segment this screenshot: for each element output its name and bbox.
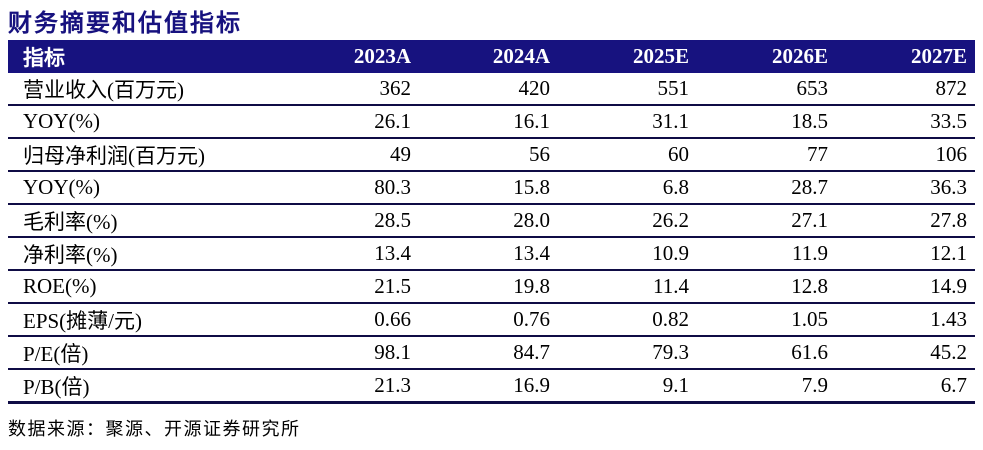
table-row: ROE(%) 21.5 19.8 11.4 12.8 14.9	[8, 270, 975, 304]
value-cell: 28.0	[419, 204, 558, 238]
value-cell: 28.7	[697, 171, 836, 205]
value-cell: 13.4	[419, 237, 558, 271]
row-label: 净利率(%)	[8, 237, 280, 271]
table-row: YOY(%) 26.1 16.1 31.1 18.5 33.5	[8, 105, 975, 139]
row-label: EPS(摊薄/元)	[8, 303, 280, 337]
row-label: YOY(%)	[8, 105, 280, 139]
value-cell: 11.4	[558, 270, 697, 304]
source-note: 数据来源：聚源、开源证券研究所	[8, 419, 301, 439]
table-row: EPS(摊薄/元) 0.66 0.76 0.82 1.05 1.43	[8, 303, 975, 337]
table-row: 归母净利润(百万元) 49 56 60 77 106	[8, 138, 975, 172]
value-cell: 12.8	[697, 270, 836, 304]
value-cell: 11.9	[697, 237, 836, 271]
value-cell: 6.8	[558, 171, 697, 205]
table-header-row: 指标 2023A 2024A 2025E 2026E 2027E	[8, 40, 975, 73]
value-cell: 77	[697, 138, 836, 172]
value-cell: 7.9	[697, 369, 836, 404]
row-label: P/E(倍)	[8, 336, 280, 370]
table-row: 毛利率(%) 28.5 28.0 26.2 27.1 27.8	[8, 204, 975, 238]
header-cell-2027e: 2027E	[836, 40, 975, 73]
value-cell: 33.5	[836, 105, 975, 139]
value-cell: 1.43	[836, 303, 975, 337]
value-cell: 31.1	[558, 105, 697, 139]
value-cell: 36.3	[836, 171, 975, 205]
value-cell: 56	[419, 138, 558, 172]
value-cell: 1.05	[697, 303, 836, 337]
value-cell: 12.1	[836, 237, 975, 271]
value-cell: 10.9	[558, 237, 697, 271]
row-label: YOY(%)	[8, 171, 280, 205]
value-cell: 14.9	[836, 270, 975, 304]
value-cell: 16.1	[419, 105, 558, 139]
row-label: P/B(倍)	[8, 369, 280, 404]
value-cell: 21.5	[280, 270, 419, 304]
value-cell: 98.1	[280, 336, 419, 370]
value-cell: 0.82	[558, 303, 697, 337]
value-cell: 28.5	[280, 204, 419, 238]
value-cell: 9.1	[558, 369, 697, 404]
value-cell: 27.1	[697, 204, 836, 238]
row-label: ROE(%)	[8, 270, 280, 304]
page-title: 财务摘要和估值指标	[8, 11, 242, 37]
table-row: YOY(%) 80.3 15.8 6.8 28.7 36.3	[8, 171, 975, 205]
table-row: 营业收入(百万元) 362 420 551 653 872	[8, 73, 975, 106]
table-row: P/E(倍) 98.1 84.7 79.3 61.6 45.2	[8, 336, 975, 370]
row-label: 归母净利润(百万元)	[8, 138, 280, 172]
value-cell: 18.5	[697, 105, 836, 139]
value-cell: 45.2	[836, 336, 975, 370]
value-cell: 84.7	[419, 336, 558, 370]
value-cell: 362	[280, 73, 419, 106]
value-cell: 15.8	[419, 171, 558, 205]
value-cell: 653	[697, 73, 836, 106]
value-cell: 26.1	[280, 105, 419, 139]
header-cell-2023a: 2023A	[280, 40, 419, 73]
value-cell: 420	[419, 73, 558, 106]
value-cell: 6.7	[836, 369, 975, 404]
value-cell: 872	[836, 73, 975, 106]
value-cell: 106	[836, 138, 975, 172]
table-row: 净利率(%) 13.4 13.4 10.9 11.9 12.1	[8, 237, 975, 271]
row-label: 毛利率(%)	[8, 204, 280, 238]
header-cell-indicator: 指标	[8, 40, 280, 73]
value-cell: 79.3	[558, 336, 697, 370]
value-cell: 80.3	[280, 171, 419, 205]
header-cell-2026e: 2026E	[697, 40, 836, 73]
value-cell: 49	[280, 138, 419, 172]
value-cell: 27.8	[836, 204, 975, 238]
financial-table: 指标 2023A 2024A 2025E 2026E 2027E 营业收入(百万…	[8, 40, 975, 404]
value-cell: 19.8	[419, 270, 558, 304]
value-cell: 551	[558, 73, 697, 106]
header-cell-2025e: 2025E	[558, 40, 697, 73]
value-cell: 16.9	[419, 369, 558, 404]
value-cell: 0.66	[280, 303, 419, 337]
value-cell: 0.76	[419, 303, 558, 337]
value-cell: 61.6	[697, 336, 836, 370]
row-label: 营业收入(百万元)	[8, 73, 280, 106]
value-cell: 21.3	[280, 369, 419, 404]
value-cell: 26.2	[558, 204, 697, 238]
header-cell-2024a: 2024A	[419, 40, 558, 73]
table-row: P/B(倍) 21.3 16.9 9.1 7.9 6.7	[8, 369, 975, 404]
value-cell: 13.4	[280, 237, 419, 271]
value-cell: 60	[558, 138, 697, 172]
